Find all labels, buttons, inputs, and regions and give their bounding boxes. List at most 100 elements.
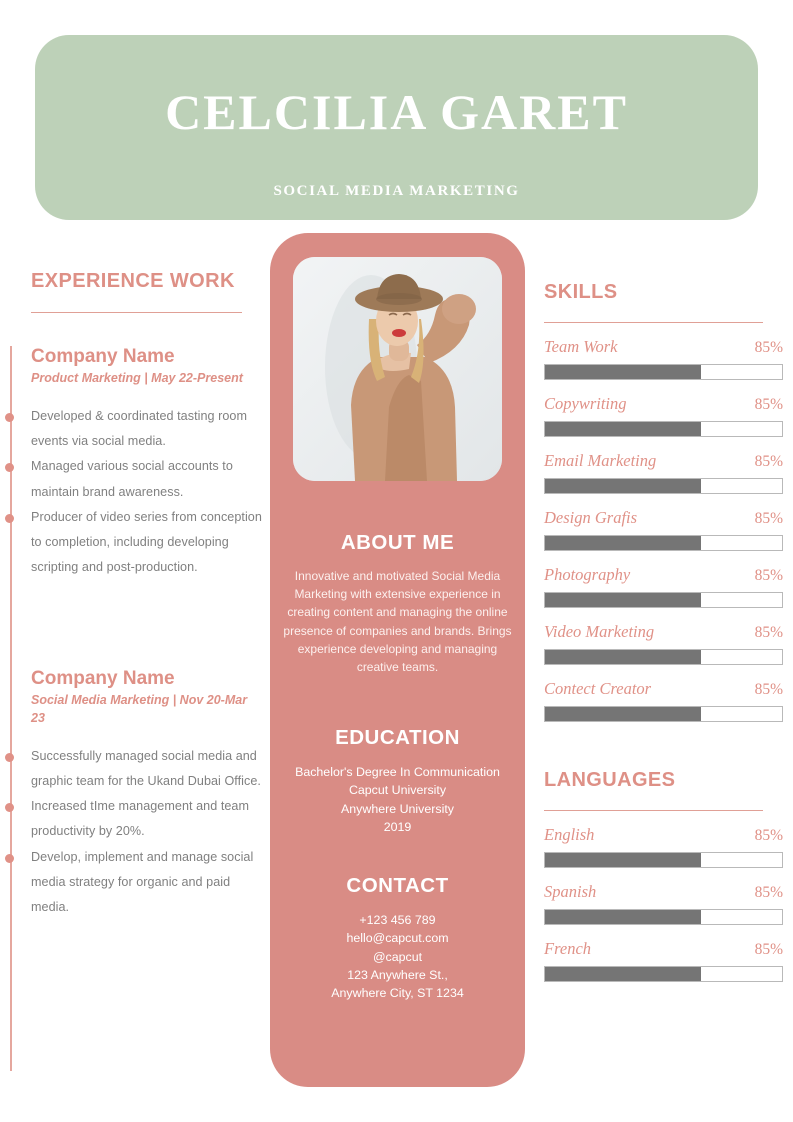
bar-track: [544, 592, 783, 608]
bar-label: Email Marketing: [544, 451, 657, 470]
education-line: Bachelor's Degree In Communication: [295, 765, 500, 779]
job-company-name: Company Name: [31, 346, 175, 367]
bar-fill: [545, 910, 702, 924]
job-role-dates: Product Marketing | May 22-Present: [31, 370, 243, 385]
bullet-dot-icon: [5, 413, 14, 423]
bar-track: [544, 966, 783, 982]
contact-line: +123 456 789: [359, 913, 436, 927]
job-bullet-text: Increased tIme management and team produ…: [31, 799, 250, 839]
bar-header: Photography 85%: [544, 565, 783, 585]
timeline-line: [10, 346, 12, 1071]
skills-column: SKILLS Team Work 85% Copywriting 85% Email M…: [544, 281, 783, 982]
languages-divider: [544, 810, 763, 811]
bullet-dot-icon: [5, 463, 14, 473]
bar-label: French: [544, 939, 592, 958]
skill-row: Contect Creator 85%: [544, 679, 783, 722]
about-text: Innovative and motivated Social Media Ma…: [283, 569, 512, 675]
bar-fill: [545, 536, 702, 550]
bar-fill: [545, 422, 702, 436]
experience-timeline: Company Name Product Marketing | May 22-P…: [0, 346, 262, 1071]
education-lines: Bachelor's Degree In Communication Capcut…: [270, 763, 525, 836]
experience-column: EXPERIENCE WORK Company Name Product Mark…: [0, 270, 262, 1071]
bar-percent: 85%: [754, 567, 783, 584]
bar-fill: [545, 967, 702, 981]
bar-header: Video Marketing 85%: [544, 622, 783, 642]
bar-header: Copywriting 85%: [544, 394, 783, 414]
job-bullet-item: Producer of video series from conception…: [5, 505, 262, 581]
bar-fill: [545, 650, 702, 664]
skills-divider: [544, 322, 763, 323]
bar-percent: 85%: [754, 681, 783, 698]
language-row: French 85%: [544, 939, 783, 982]
education-title: EDUCATION: [335, 726, 460, 749]
job-bullet-list: Successfully managed social media and gr…: [5, 744, 262, 921]
header-banner: CELCILIA GARET SOCIAL MEDIA MARKETING: [35, 35, 758, 220]
job-bullet-text: Producer of video series from conception…: [31, 509, 262, 575]
experience-entry: Company Name Product Marketing | May 22-P…: [5, 346, 262, 581]
education-line: Anywhere University: [341, 801, 454, 816]
contact-line: @capcut: [372, 949, 423, 964]
bar-label: Design Grafis: [544, 508, 638, 527]
bar-header: Design Grafis 85%: [544, 508, 783, 528]
language-row: Spanish 85%: [544, 882, 783, 925]
profile-panel: ABOUT ME Innovative and motivated Social…: [270, 233, 525, 1087]
experience-entry: Company Name Social Media Marketing | Nov…: [5, 668, 262, 921]
job-company-name: Company Name: [31, 668, 175, 690]
bar-track: [544, 478, 783, 494]
job-bullet-text: Managed various social accounts to maint…: [31, 459, 233, 499]
bullet-dot-icon: [5, 853, 14, 863]
job-role-dates: Social Media Marketing | Nov 20-Mar 23: [31, 693, 248, 725]
contact-line: 123 Anywhere St.,: [347, 968, 448, 983]
skill-row: Email Marketing 85%: [544, 451, 783, 494]
contact-title: CONTACT: [346, 874, 449, 897]
bar-track: [544, 706, 783, 722]
job-bullet-text: Develop, implement and manage social med…: [31, 849, 254, 914]
bar-percent: 85%: [754, 827, 783, 844]
skill-row: Photography 85%: [544, 565, 783, 608]
bar-track: [544, 364, 783, 380]
job-bullet-item: Managed various social accounts to maint…: [5, 454, 262, 504]
page-title: CELCILIA GARET: [165, 84, 628, 140]
bar-label: Photography: [544, 565, 631, 584]
bar-percent: 85%: [754, 941, 783, 958]
bar-track: [544, 852, 783, 868]
contact-line: Anywhere City, ST 1234: [331, 986, 464, 1001]
contact-lines: +123 456 789 hello@capcut.com @capcut 123 A…: [270, 911, 525, 1003]
experience-section-title: EXPERIENCE WORK: [31, 270, 235, 292]
skill-row: Copywriting 85%: [544, 394, 783, 437]
bar-percent: 85%: [754, 339, 783, 356]
bar-label: Video Marketing: [544, 622, 655, 641]
language-row: English 85%: [544, 825, 783, 868]
skill-row: Team Work 85%: [544, 337, 783, 380]
job-bullet-text: Developed & coordinated tasting room eve…: [31, 409, 248, 449]
bar-fill: [545, 365, 702, 379]
bar-percent: 85%: [754, 396, 783, 413]
job-bullet-item: Increased tIme management and team produ…: [5, 794, 262, 844]
bar-label: Spanish: [544, 882, 597, 901]
avatar: [293, 257, 502, 481]
bar-header: Email Marketing 85%: [544, 451, 783, 471]
bar-label: Copywriting: [544, 394, 627, 413]
bar-header: French 85%: [544, 939, 783, 959]
bar-fill: [545, 593, 702, 607]
bar-header: English 85%: [544, 825, 783, 845]
bar-fill: [545, 707, 702, 721]
job-bullet-item: Develop, implement and manage social med…: [5, 845, 262, 921]
portrait-photo-icon: [293, 257, 502, 481]
experience-divider: [31, 312, 242, 313]
job-bullet-item: Developed & coordinated tasting room eve…: [5, 404, 262, 454]
bar-track: [544, 649, 783, 665]
languages-section-title: LANGUAGES: [544, 769, 676, 791]
skill-row: Video Marketing 85%: [544, 622, 783, 665]
bar-header: Contect Creator 85%: [544, 679, 783, 699]
job-bullet-item: Successfully managed social media and gr…: [5, 744, 262, 794]
bar-track: [544, 421, 783, 437]
contact-line: hello@capcut.com: [346, 931, 449, 946]
bar-fill: [545, 853, 702, 867]
bullet-dot-icon: [5, 752, 14, 762]
bullet-dot-icon: [5, 513, 14, 523]
bar-label: Contect Creator: [544, 679, 652, 698]
skill-row: Design Grafis 85%: [544, 508, 783, 551]
bar-percent: 85%: [754, 453, 783, 470]
header-subtitle: SOCIAL MEDIA MARKETING: [273, 183, 520, 199]
